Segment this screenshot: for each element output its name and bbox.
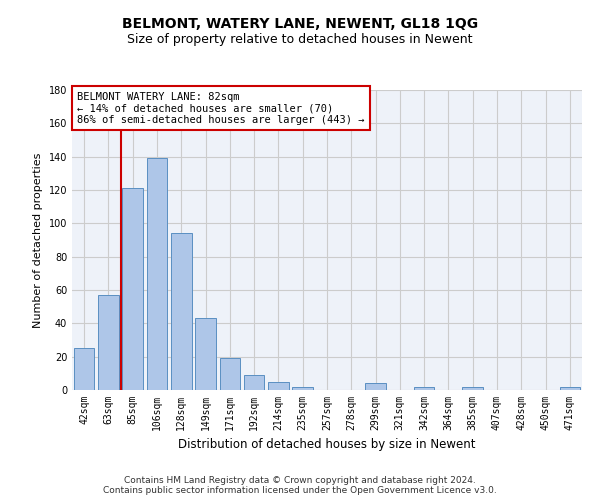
Bar <box>122 188 143 390</box>
Bar <box>414 386 434 390</box>
Bar <box>560 386 580 390</box>
X-axis label: Distribution of detached houses by size in Newent: Distribution of detached houses by size … <box>178 438 476 452</box>
Bar <box>220 358 240 390</box>
Text: BELMONT, WATERY LANE, NEWENT, GL18 1QG: BELMONT, WATERY LANE, NEWENT, GL18 1QG <box>122 18 478 32</box>
Text: BELMONT WATERY LANE: 82sqm
← 14% of detached houses are smaller (70)
86% of semi: BELMONT WATERY LANE: 82sqm ← 14% of deta… <box>77 92 365 124</box>
Bar <box>268 382 289 390</box>
Bar <box>292 386 313 390</box>
Bar <box>171 234 191 390</box>
Y-axis label: Number of detached properties: Number of detached properties <box>33 152 43 328</box>
Bar <box>195 318 216 390</box>
Bar <box>463 386 483 390</box>
Bar <box>365 384 386 390</box>
Bar <box>244 375 265 390</box>
Text: Contains HM Land Registry data © Crown copyright and database right 2024.
Contai: Contains HM Land Registry data © Crown c… <box>103 476 497 495</box>
Bar <box>74 348 94 390</box>
Bar <box>98 295 119 390</box>
Text: Size of property relative to detached houses in Newent: Size of property relative to detached ho… <box>127 32 473 46</box>
Bar <box>146 158 167 390</box>
